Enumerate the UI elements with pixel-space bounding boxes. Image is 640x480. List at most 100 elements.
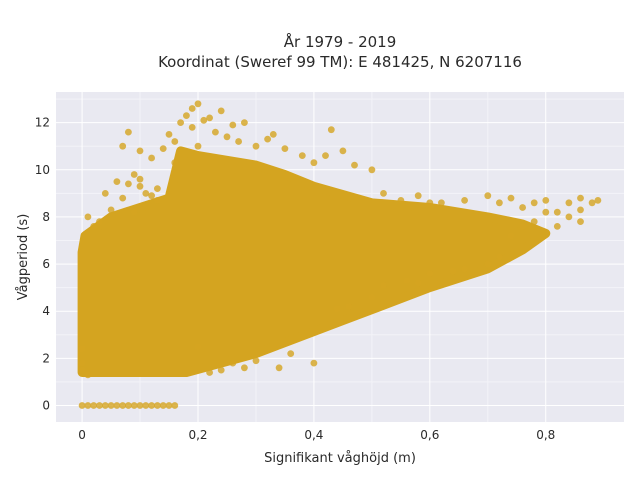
data-point bbox=[84, 213, 92, 221]
data-point bbox=[119, 142, 127, 150]
data-point bbox=[507, 194, 515, 202]
data-point bbox=[130, 171, 138, 178]
data-point bbox=[136, 402, 144, 409]
data-point bbox=[287, 350, 295, 357]
data-point bbox=[78, 359, 86, 367]
data-point bbox=[159, 402, 167, 409]
data-point bbox=[119, 194, 127, 202]
data-point bbox=[194, 142, 202, 150]
data-point bbox=[519, 204, 526, 211]
data-point bbox=[171, 138, 179, 145]
x-axis-label: Signifikant våghöjd (m) bbox=[264, 451, 416, 466]
data-point bbox=[159, 145, 167, 153]
data-point bbox=[542, 197, 550, 204]
data-point bbox=[345, 303, 353, 310]
data-point bbox=[154, 402, 161, 409]
data-point bbox=[577, 218, 584, 226]
data-point bbox=[212, 128, 219, 136]
data-point bbox=[426, 270, 434, 277]
data-point bbox=[142, 402, 150, 409]
data-point bbox=[217, 366, 225, 374]
data-point bbox=[252, 357, 260, 365]
data-point bbox=[148, 192, 156, 200]
data-point bbox=[588, 199, 596, 207]
data-point bbox=[530, 218, 538, 226]
data-point bbox=[351, 161, 358, 169]
data-point bbox=[553, 223, 561, 230]
data-point bbox=[107, 402, 115, 409]
data-point bbox=[333, 305, 341, 313]
data-point bbox=[565, 199, 573, 207]
data-point bbox=[148, 154, 156, 162]
data-point bbox=[165, 402, 173, 409]
data-point bbox=[136, 175, 144, 183]
data-point bbox=[229, 121, 237, 129]
data-point bbox=[414, 279, 422, 287]
data-point bbox=[519, 223, 526, 230]
data-point bbox=[327, 126, 335, 134]
data-point bbox=[107, 206, 115, 214]
data-point bbox=[200, 116, 208, 124]
x-tick-label: 0,6 bbox=[420, 428, 439, 442]
data-point bbox=[496, 199, 503, 207]
data-point bbox=[252, 142, 260, 150]
y-tick-label: 8 bbox=[42, 210, 50, 224]
data-point bbox=[577, 194, 584, 202]
x-tick-label: 0,2 bbox=[188, 428, 207, 442]
data-point bbox=[171, 159, 179, 167]
data-point bbox=[142, 190, 150, 197]
data-point bbox=[101, 190, 109, 197]
data-point bbox=[310, 159, 318, 167]
data-point bbox=[78, 366, 86, 374]
data-point bbox=[84, 371, 92, 379]
data-point bbox=[78, 402, 86, 409]
data-point bbox=[101, 402, 109, 409]
data-point bbox=[217, 107, 225, 115]
data-point bbox=[136, 147, 144, 155]
data-point bbox=[368, 166, 376, 174]
data-point bbox=[281, 145, 289, 153]
data-point bbox=[130, 402, 138, 409]
y-tick-label: 2 bbox=[42, 351, 50, 365]
data-point bbox=[206, 369, 214, 376]
y-axis-ticks: 0 2 4 6 8 10 12 bbox=[35, 116, 50, 413]
data-point bbox=[264, 135, 271, 143]
data-point bbox=[577, 206, 584, 214]
data-point bbox=[154, 197, 161, 204]
data-point bbox=[241, 119, 248, 126]
data-point bbox=[78, 345, 86, 353]
data-point bbox=[171, 402, 179, 409]
data-point bbox=[542, 208, 550, 216]
y-tick-label: 4 bbox=[42, 304, 50, 318]
data-point bbox=[414, 192, 422, 200]
data-point bbox=[530, 199, 538, 207]
x-axis-ticks: 0 0,2 0,4 0,6 0,8 bbox=[78, 428, 555, 442]
data-point bbox=[130, 208, 138, 216]
data-point bbox=[339, 147, 347, 155]
data-point bbox=[194, 343, 202, 350]
data-point bbox=[241, 364, 248, 372]
data-point bbox=[438, 199, 445, 207]
data-point bbox=[507, 232, 515, 240]
data-point bbox=[223, 133, 231, 141]
scatter-points bbox=[78, 100, 602, 409]
data-point bbox=[461, 265, 468, 273]
data-point bbox=[90, 223, 98, 230]
data-point bbox=[380, 281, 387, 289]
data-point bbox=[403, 277, 411, 284]
data-point bbox=[229, 359, 237, 367]
data-point bbox=[322, 152, 329, 160]
data-point bbox=[136, 182, 144, 190]
data-point bbox=[298, 152, 306, 160]
data-point bbox=[484, 192, 492, 200]
data-point bbox=[188, 124, 196, 131]
y-tick-label: 6 bbox=[42, 257, 50, 271]
chart-title-line-1: År 1979 - 2019 bbox=[284, 32, 397, 51]
data-point bbox=[484, 260, 492, 268]
y-tick-label: 12 bbox=[35, 116, 50, 130]
data-point bbox=[90, 402, 98, 409]
data-point bbox=[496, 253, 503, 261]
data-point bbox=[113, 178, 121, 186]
data-point bbox=[96, 218, 103, 226]
